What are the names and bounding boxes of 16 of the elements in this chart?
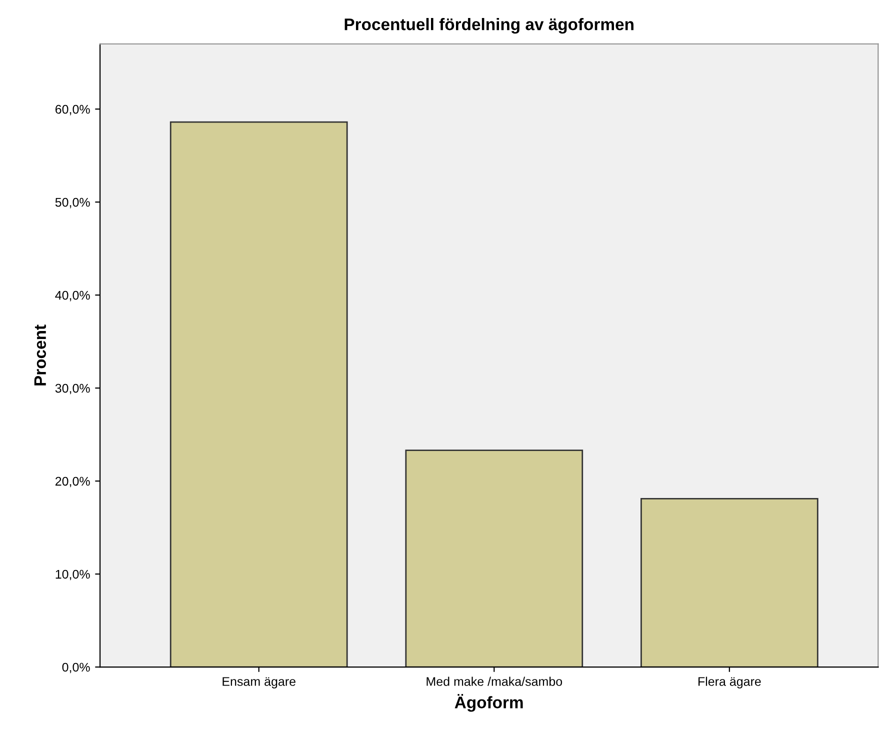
x-tick-label: Med make /maka/sambo [426, 676, 562, 686]
x-axis-title: Ägoform [454, 694, 523, 712]
chart-title: Procentuell fördelning av ägoformen [344, 18, 634, 34]
x-tick-label: Ensam ägare [222, 677, 296, 688]
y-tick-label: 60,0% [56, 104, 90, 116]
bar [405, 450, 584, 668]
bar [640, 498, 818, 668]
y-tick-label: 10,0% [56, 570, 90, 580]
y-tick-label: 0,0% [62, 662, 90, 674]
y-tick-label: 50,0% [55, 198, 90, 208]
bar [170, 121, 348, 668]
y-tick-label: 30,0% [55, 384, 90, 394]
y-axis-title: Procent [34, 324, 46, 386]
y-tick-label: 40,0% [55, 290, 90, 302]
y-tick-label: 20,0% [55, 476, 90, 488]
x-tick-label: Flera ägare [698, 676, 761, 688]
